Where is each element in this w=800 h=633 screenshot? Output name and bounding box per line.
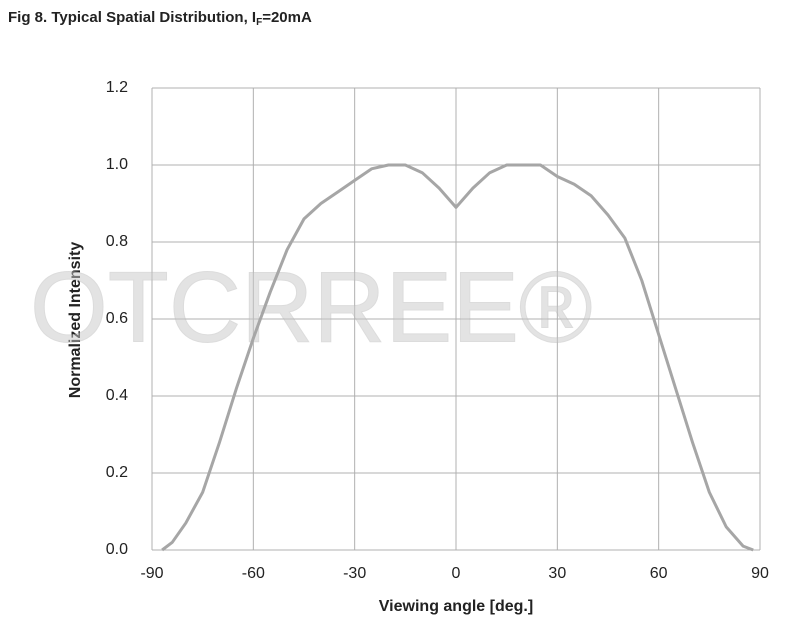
watermark: OTCRREE®	[30, 251, 593, 363]
x-tick-label: 60	[650, 565, 668, 582]
y-axis-label: Normalized Intensity	[67, 242, 84, 399]
x-tick-label: -60	[242, 565, 265, 582]
x-tick-label: 90	[751, 565, 769, 582]
title-sub: F	[256, 17, 262, 28]
x-axis-label: Viewing angle [deg.]	[379, 598, 533, 615]
y-tick-label: 0.4	[106, 387, 128, 404]
x-tick-label: 30	[548, 565, 566, 582]
x-tick-label: -30	[343, 565, 366, 582]
x-tick-label: -90	[140, 565, 163, 582]
title-rest: =20mA	[262, 9, 312, 26]
y-tick-label: 0.2	[106, 464, 128, 481]
y-tick-label: 0.8	[106, 233, 128, 250]
title-main: Fig 8. Typical Spatial Distribution, I	[8, 9, 256, 26]
data-line	[161, 163, 754, 552]
x-tick-label: 0	[452, 565, 461, 582]
y-tick-label: 0.6	[106, 310, 128, 327]
chart-title: Fig 8. Typical Spatial Distribution, IF=…	[8, 9, 312, 28]
y-tick-label: 0.0	[106, 541, 128, 558]
y-tick-label: 1.2	[106, 79, 128, 96]
y-tick-label: 1.0	[106, 156, 128, 173]
